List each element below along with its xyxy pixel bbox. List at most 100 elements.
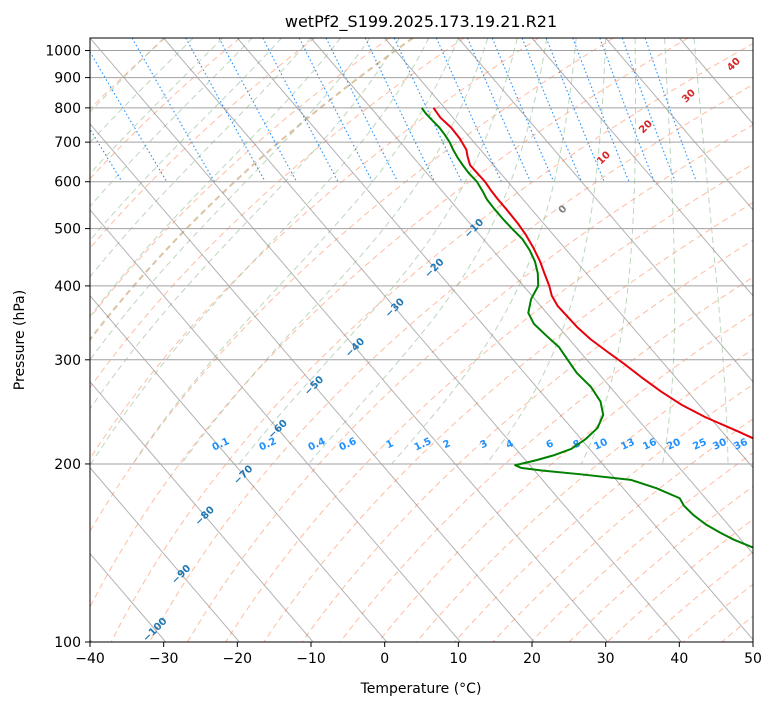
y-tick-label: 300 — [54, 353, 81, 369]
temperature-line — [432, 107, 753, 440]
x-tick-label: −20 — [223, 651, 253, 667]
mixing-ratio-label: 16 — [641, 437, 658, 453]
mixing-ratio-line — [90, 128, 123, 183]
x-tick-label: 0 — [380, 651, 389, 667]
mixing-ratio-line — [262, 38, 339, 183]
moist-adiabat-line — [90, 38, 341, 318]
dry-adiabat-line — [377, 312, 753, 642]
moist-adiabat-line — [90, 38, 312, 278]
mixing-ratio-line — [467, 38, 532, 182]
dry-adiabat-line — [568, 485, 753, 642]
y-axis-label: Pressure (hPa) — [12, 290, 28, 390]
isotherm-line — [163, 38, 682, 642]
dry-adiabat-line — [187, 124, 753, 642]
y-axis: 100 200 300 400 500 600 700 800 900 1000 — [45, 44, 90, 651]
isotherm-line — [90, 380, 314, 642]
moist-adiabat-line — [90, 38, 430, 465]
mixing-ratio-label: 25 — [691, 437, 708, 453]
dry-adiabat-line — [301, 239, 753, 642]
dry-adiabat-line — [454, 383, 753, 642]
mixing-ratio-line — [572, 38, 630, 182]
dry-adiabat-line — [90, 38, 241, 180]
dry-adiabat-reference-line — [90, 38, 414, 342]
moist-adiabat-line — [90, 38, 371, 361]
mixing-ratio-line — [364, 38, 436, 182]
mixing-ratio-label: 30 — [711, 437, 728, 453]
dry-adiabat-line — [416, 348, 753, 642]
moist-adiabat-line — [132, 38, 459, 465]
mixing-ratio-line — [599, 38, 655, 182]
isotherm-line — [310, 38, 753, 555]
mixing-ratio-line — [621, 38, 676, 182]
mixing-ratio-label: 1 — [384, 438, 395, 451]
isotherm-line — [90, 123, 535, 642]
moist-adiabat-line — [238, 38, 518, 465]
dewpoint-line — [420, 107, 753, 549]
x-axis-label: Temperature (°C) — [360, 681, 482, 697]
isotherm-line — [384, 38, 753, 469]
isotherm-line — [90, 38, 609, 642]
y-tick-label: 100 — [54, 635, 81, 651]
x-tick-label: 30 — [597, 651, 615, 667]
mixing-ratio-label: 36 — [732, 437, 749, 453]
isotherm-line — [236, 38, 753, 641]
dry-adiabat-line — [225, 163, 753, 642]
isotherm-line — [457, 38, 753, 383]
plot-area: −100−90−80−70−60−50−40−30−20−10010203040… — [90, 38, 753, 642]
dry-adiabat-line — [110, 42, 753, 642]
moist-adiabat-line — [90, 38, 400, 410]
y-tick-label: 200 — [54, 457, 81, 473]
y-tick-label: 500 — [54, 222, 81, 238]
y-tick-label: 1000 — [45, 44, 81, 60]
dry-adiabat-line — [148, 84, 753, 642]
moist-adiabat-line — [391, 38, 577, 465]
y-tick-label: 700 — [54, 135, 81, 151]
isotherm-line — [90, 466, 240, 642]
mixing-ratio-label: 2 — [441, 438, 452, 451]
x-tick-label: −40 — [75, 651, 105, 667]
plot-frame — [89, 37, 754, 643]
x-tick-label: 10 — [449, 651, 467, 667]
dry-adiabat-line — [90, 38, 390, 319]
moist-adiabat-line — [662, 38, 676, 465]
dry-adiabat-line — [90, 38, 689, 609]
mixing-ratio-label: 10 — [592, 437, 609, 453]
isotherm-line — [605, 38, 753, 211]
chart-title: wetPf2_S199.2025.173.19.21.R21 — [285, 12, 557, 32]
isotherm-line — [90, 295, 388, 642]
mixing-ratio-label: 3 — [478, 438, 489, 451]
y-tick-label: 900 — [54, 71, 81, 87]
mixing-ratio-line — [435, 38, 502, 182]
moist-adiabat-line — [486, 38, 607, 465]
x-tick-label: 40 — [670, 651, 688, 667]
mixing-ratio-line — [491, 38, 555, 182]
x-tick-label: 20 — [523, 651, 541, 667]
x-tick-label: 50 — [744, 651, 762, 667]
x-tick-label: −30 — [149, 651, 179, 667]
mixing-ratio-line — [545, 38, 605, 182]
mixing-ratio-line — [393, 38, 463, 182]
moist-adiabat-line — [90, 38, 165, 113]
mixing-ratio-label: 20 — [665, 437, 682, 453]
mixing-ratio-line — [218, 38, 298, 183]
isotherm-line — [90, 209, 461, 642]
moist-adiabat-line — [90, 38, 282, 242]
dry-adiabat-line — [90, 38, 614, 533]
mixing-ratio-label: 13 — [619, 437, 636, 453]
dry-adiabat-line — [263, 201, 753, 642]
y-tick-label: 600 — [54, 175, 81, 191]
moist-adiabat-line — [693, 38, 729, 464]
moist-adiabat-line — [90, 38, 253, 208]
isotherm-line — [531, 38, 753, 297]
mixing-ratio-label: 6 — [544, 438, 555, 451]
dry-adiabat-line — [606, 518, 753, 642]
y-tick-label: 800 — [54, 101, 81, 117]
x-tick-label: −10 — [296, 651, 326, 667]
moist-adiabat-line — [580, 38, 636, 465]
dry-adiabat-line — [90, 38, 540, 460]
x-axis: −40 −30 −20 −10 0 10 20 30 40 50 — [75, 642, 762, 667]
y-tick-label: 400 — [54, 279, 81, 295]
mixing-ratio-line — [644, 38, 697, 182]
